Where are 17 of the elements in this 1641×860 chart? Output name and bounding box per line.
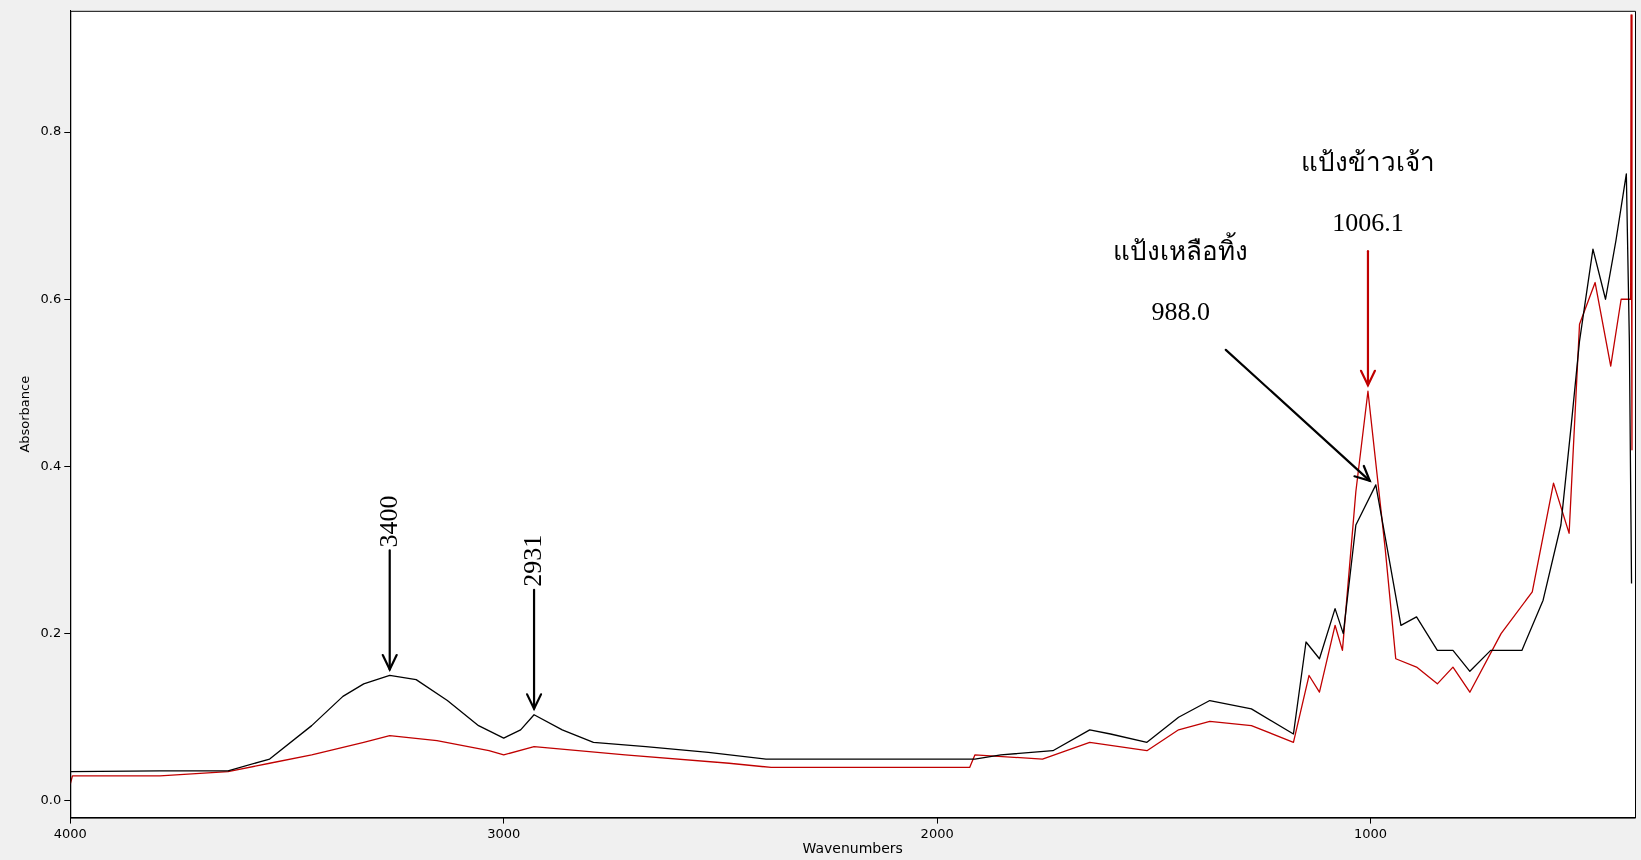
y-axis-title: Absorbance xyxy=(17,375,33,453)
y-tick-label: 0.6 xyxy=(40,290,62,306)
annotation: 1006.1 xyxy=(1332,208,1404,238)
y-tick-label: 0.2 xyxy=(40,625,62,641)
annotation: แป้งเหลือทิ้ง xyxy=(1113,231,1249,266)
x-tick-label: 3000 xyxy=(487,825,521,841)
y-tick-label: 0.4 xyxy=(40,457,62,473)
x-tick-label: 2000 xyxy=(920,825,954,841)
y-tick-label: 0.8 xyxy=(40,123,62,139)
annotation: 2931 xyxy=(517,534,547,587)
x-tick-label: 1000 xyxy=(1354,825,1388,841)
annotation: แป้งข้าวเจ้า xyxy=(1300,148,1435,178)
annotation: 3400 xyxy=(373,495,403,548)
annotation: 988.0 xyxy=(1151,296,1211,326)
x-tick-label: 4000 xyxy=(53,825,87,841)
x-axis-title: Wavenumbers xyxy=(802,840,903,857)
y-tick-label: 0.0 xyxy=(40,792,62,808)
